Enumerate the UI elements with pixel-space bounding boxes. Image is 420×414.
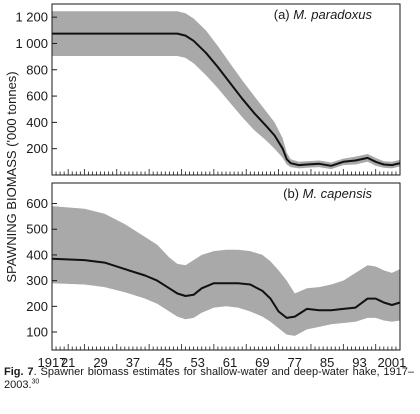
panel-b-x-tick-label: 1917 [38,355,67,370]
panel-b-confidence-band [52,206,400,336]
panel-b-x-tick-label: 2001 [377,355,406,370]
panel-a-y-tick-label: 800 [26,62,48,77]
figure-caption: Fig. 7. Spawner biomass estimates for sh… [4,366,414,392]
panel-b-y-tick-label: 400 [26,247,48,262]
caption-reference: 30 [31,378,40,386]
panel-b-x-tick-label: 53 [190,355,204,370]
panel-b-y-tick-label: 600 [26,196,48,211]
caption-text: . Spawner biomass estimates for shallow-… [4,366,414,391]
panel-a-label: (a) [274,7,294,22]
panel-a-y-tick-label: 1 200 [15,10,48,25]
panel-a-m-paradoxus: 200 400 600 800 1 000 1 200 (a) M. paradoxus [15,3,401,176]
panel-b-y-tick-label: 100 [26,325,48,340]
panel-a-y-tick-label: 1 000 [15,36,48,51]
panel-b-x-tick-label: 77 [288,355,302,370]
y-axis-title: SPAWNING BIOMASS ('000 tonnes) [4,71,19,282]
panel-a-y-tick-label: 200 [26,141,48,156]
panel-b-y-tick-label: 500 [26,222,48,237]
panel-b-x-tick-label: 85 [320,355,334,370]
panel-b-x-tick-label: 45 [158,355,172,370]
panel-b-species: M. capensis [303,186,373,201]
panel-b-label: (b) [283,186,303,201]
panel-b-x-tick-label: 21 [61,355,75,370]
panel-b-y-tick-label: 300 [26,273,48,288]
caption-label: Fig. 7 [4,366,34,378]
panel-b-x-tick-label: 37 [126,355,140,370]
shared-axis-labels: SPAWNING BIOMASS ('000 tonnes) [4,71,19,282]
panel-a-title: (a) M. paradoxus [274,7,373,22]
panel-b-x-tick-label: 29 [93,355,107,370]
panel-b-title: (b) M. capensis [283,186,372,201]
panel-b-x-tick-label: 61 [223,355,237,370]
panel-a-y-tick-label: 600 [26,89,48,104]
panel-b-y-tick-label: 200 [26,299,48,314]
panel-a-species: M. paradoxus [293,7,372,22]
panel-b-x-tick-label: 93 [352,355,366,370]
panel-a-y-tick-label: 400 [26,115,48,130]
panel-a-biomass-line [52,32,401,167]
panel-a-confidence-band [52,11,400,170]
panel-b-x-tick-label: 69 [255,355,269,370]
panel-b-biomass-line [51,257,401,319]
